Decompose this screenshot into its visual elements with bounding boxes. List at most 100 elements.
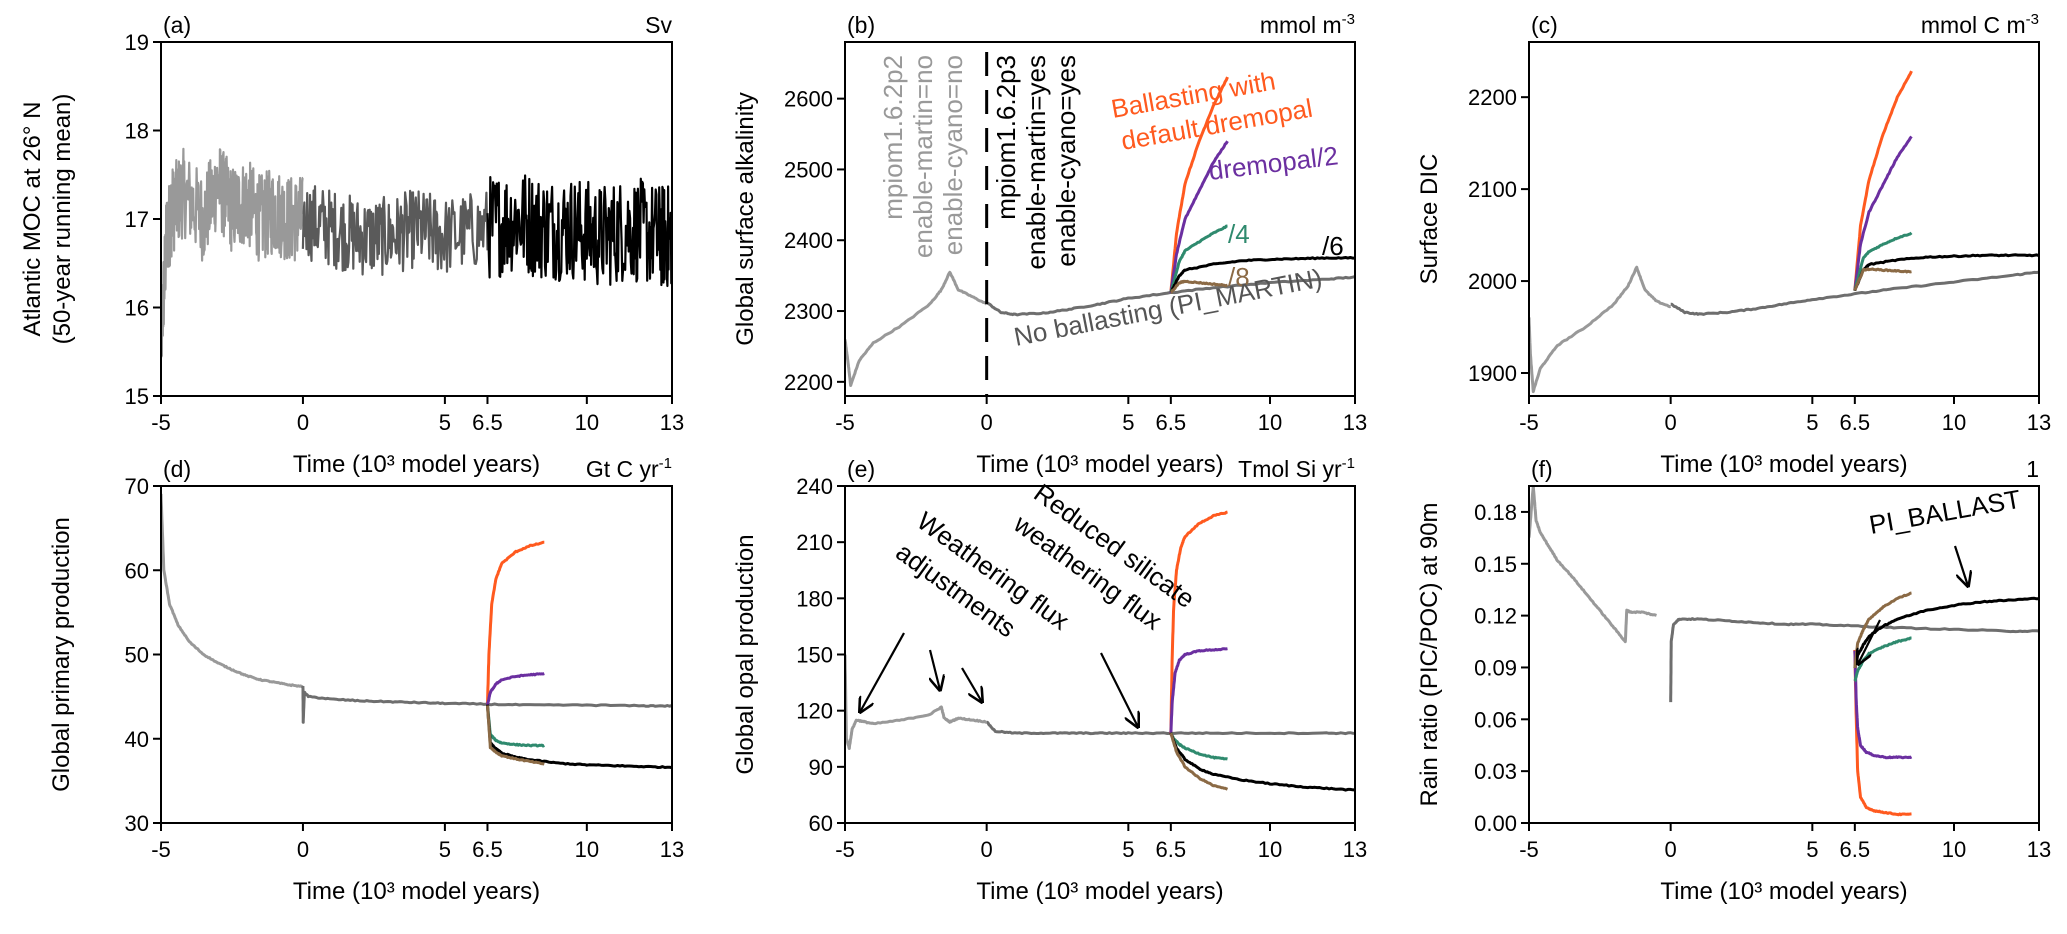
- ann-b-cyano-yes: enable-cyano=yes: [1051, 55, 1081, 267]
- x-tick-label-d-4: 10: [575, 837, 599, 862]
- ann-b-dremopal-6: /6: [1322, 231, 1344, 261]
- ann-f-arrow-start: [1858, 619, 1881, 664]
- x-tick-label-f-4: 10: [1942, 837, 1966, 862]
- x-tick-label-e-5: 13: [1343, 837, 1367, 862]
- series-line-c-3: [1853, 135, 1913, 291]
- x-tick-label-f-2: 5: [1806, 837, 1818, 862]
- series-line-a-0: [161, 147, 304, 359]
- y-tick-label-b-0: 2200: [784, 370, 833, 395]
- unit-label-a: Sv: [645, 12, 672, 38]
- panel-f-annotations: PI_BALLAST: [1858, 484, 2023, 664]
- y-axis-label-a-1: (50-year running mean): [49, 94, 76, 345]
- y-tick-label-a-2: 17: [125, 207, 149, 232]
- series-line-d-0: [161, 493, 304, 689]
- x-tick-label-e-4: 10: [1258, 837, 1282, 862]
- x-tick-label-b-5: 13: [1343, 410, 1367, 435]
- panel-f: 0.00 0.03 0.06 0.09 0.12 0.15 0.18 -5 0 5 6.5 10 13 T…: [1416, 456, 2051, 905]
- y-tick-label-f-0: 0.00: [1474, 811, 1517, 836]
- y-axis-label-f: Rain ratio (PIC/POC) at 90m: [1416, 502, 1443, 806]
- x-tick-label-d-2: 5: [439, 837, 451, 862]
- ann-b-martin-yes: enable-martin=yes: [1021, 55, 1051, 270]
- series-line-f-2: [1853, 649, 1912, 817]
- y-tick-label-c-0: 1900: [1468, 361, 1517, 386]
- x-tick-label-a-1: 0: [297, 410, 309, 435]
- x-axis-label-d: Time (10³ model years): [293, 878, 540, 905]
- y-tick-label-a-3: 18: [125, 119, 149, 144]
- y-tick-label-b-4: 2600: [784, 87, 833, 112]
- panel-e-series: [845, 510, 1355, 792]
- y-tick-label-f-1: 0.03: [1474, 759, 1517, 784]
- series-line-e-2: [1169, 510, 1228, 734]
- series-line-e-6: [1169, 732, 1229, 791]
- y-tick-label-c-2: 2100: [1468, 177, 1517, 202]
- x-axis-label-c: Time (10³ model years): [1660, 451, 1907, 478]
- y-tick-label-e-3: 150: [796, 643, 833, 668]
- ann-b-dremopal-8: /8: [1228, 262, 1250, 292]
- y-tick-label-e-6: 240: [796, 474, 833, 499]
- series-line-e-0: [845, 654, 987, 750]
- plot-frame-d: [160, 485, 673, 824]
- x-axis-label-f: Time (10³ model years): [1660, 878, 1907, 905]
- panel-f-series: [1529, 486, 2039, 817]
- series-line-c-6: [1853, 267, 1912, 291]
- x-tick-label-a-4: 10: [575, 410, 599, 435]
- panel-title-e: (e): [847, 456, 875, 482]
- y-axis-label-a-0: Atlantic MOC at 26° N: [19, 101, 46, 336]
- y-tick-label-b-2: 2400: [784, 228, 833, 253]
- series-line-e-1: [985, 720, 1355, 736]
- y-tick-label-b-1: 2300: [784, 299, 833, 324]
- series-line-d-1: [301, 685, 672, 724]
- panel-a: 15 16 17 18 19 -5 0 5 6.5 10 13 Time (10³ model yea…: [19, 12, 684, 478]
- series-line-d-3: [486, 672, 545, 706]
- x-axis-label-b: Time (10³ model years): [976, 451, 1223, 478]
- y-tick-label-e-1: 90: [809, 755, 833, 780]
- series-line-b-3: [1169, 140, 1229, 294]
- y-tick-label-e-5: 210: [796, 530, 833, 555]
- x-tick-label-a-0: -5: [151, 410, 171, 435]
- panel-b: 2200 2300 2400 2500 2600 -5 0 5 6.5 10 13 Time (10³…: [732, 11, 1367, 478]
- panel-d-series: [161, 493, 672, 770]
- series-line-a-2: [486, 174, 672, 288]
- plot-frame-c: [1528, 41, 2040, 397]
- x-tick-label-c-5: 13: [2027, 410, 2051, 435]
- x-tick-label-c-3: 6.5: [1840, 410, 1871, 435]
- series-line-b-0: [845, 270, 988, 387]
- x-tick-label-a-2: 5: [439, 410, 451, 435]
- ann-b-cyano-no: enable-cyano=no: [938, 55, 968, 255]
- series-line-d-4: [486, 704, 545, 748]
- x-tick-label-d-3: 6.5: [472, 837, 503, 862]
- series-line-f-0: [1529, 486, 1657, 644]
- y-tick-label-d-1: 40: [125, 727, 149, 752]
- panel-title-c: (c): [1531, 12, 1558, 38]
- series-line-f-3: [1853, 650, 1913, 760]
- x-tick-label-a-5: 13: [660, 410, 684, 435]
- series-line-b-6: [1170, 279, 1228, 294]
- x-tick-label-e-1: 0: [981, 837, 993, 862]
- ann-e-arrow-3: [961, 667, 982, 702]
- y-axis-label-e: Global opal production: [732, 534, 759, 774]
- y-tick-label-d-0: 30: [125, 811, 149, 836]
- y-tick-label-b-3: 2500: [784, 157, 833, 182]
- y-axis-label-d: Global primary production: [48, 517, 75, 792]
- unit-label-c: mmol C m-3: [1921, 11, 2039, 38]
- unit-label-b: mmol m-3: [1260, 11, 1355, 38]
- series-line-c-5: [1853, 253, 2039, 292]
- series-line-b-2: [1169, 76, 1229, 293]
- x-tick-label-d-0: -5: [151, 837, 171, 862]
- y-tick-label-d-3: 60: [125, 558, 149, 583]
- x-tick-label-c-4: 10: [1942, 410, 1966, 435]
- ann-e-arrow-1: [860, 632, 905, 712]
- x-tick-label-d-5: 13: [660, 837, 684, 862]
- series-line-b-5: [1169, 256, 1355, 294]
- y-tick-label-f-5: 0.15: [1474, 552, 1517, 577]
- x-tick-label-f-0: -5: [1519, 837, 1539, 862]
- x-tick-label-d-1: 0: [297, 837, 309, 862]
- x-tick-label-e-0: -5: [835, 837, 855, 862]
- panel-title-d: (d): [163, 456, 191, 482]
- x-tick-label-e-2: 5: [1122, 837, 1134, 862]
- plot-frame-f: [1528, 485, 2040, 824]
- ann-b-dremopal-4: /4: [1228, 219, 1250, 249]
- y-tick-label-f-4: 0.12: [1474, 604, 1517, 629]
